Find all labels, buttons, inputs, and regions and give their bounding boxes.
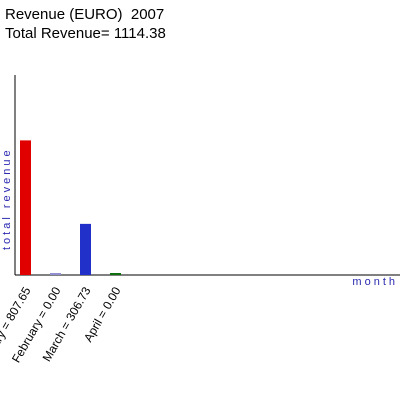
chart-title-block: Revenue (EURO) 2007 Total Revenue= 1114.… [5, 5, 166, 43]
bar-january [20, 140, 31, 275]
chart-title: Revenue (EURO) 2007 [5, 6, 165, 23]
bars-group [20, 140, 121, 275]
y-axis-label: total revenue [1, 147, 13, 250]
bar-april [110, 273, 121, 275]
bar-march [80, 223, 91, 275]
bar-february [50, 273, 61, 275]
x-axis-label: month [352, 276, 398, 288]
chart-subtitle: Total Revenue= 1114.38 [5, 25, 166, 42]
